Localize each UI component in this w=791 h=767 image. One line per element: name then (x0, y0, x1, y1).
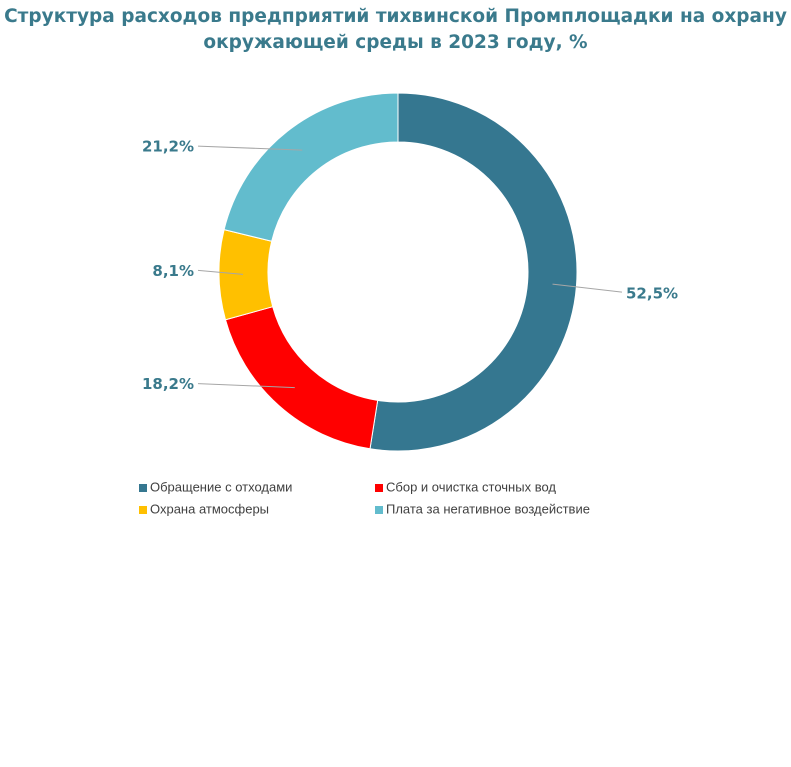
donut-segment (224, 306, 379, 450)
leader-line (552, 283, 623, 293)
data-label: 21,2% (142, 138, 194, 156)
chart-title: Структура расходов предприятий тихвинско… (4, 6, 787, 53)
data-label: 8,1% (152, 262, 194, 280)
donut-segment (218, 229, 274, 321)
legend-label: Плата за негативное воздействие (386, 501, 590, 516)
leader-line (197, 269, 244, 275)
legend-marker (139, 484, 147, 492)
legend-marker (139, 506, 147, 514)
leader-line (197, 383, 295, 389)
legend-label: Сбор и очистка сточных вод (386, 479, 556, 494)
donut-segment (223, 92, 399, 242)
legend-marker (375, 506, 383, 514)
data-label: 18,2% (142, 375, 194, 393)
data-label: 52,5% (626, 285, 678, 303)
leader-line (197, 145, 303, 151)
legend-label: Обращение с отходами (150, 479, 292, 494)
donut-segment (369, 92, 578, 452)
legend-label: Охрана атмосферы (150, 501, 269, 516)
legend-marker (375, 484, 383, 492)
